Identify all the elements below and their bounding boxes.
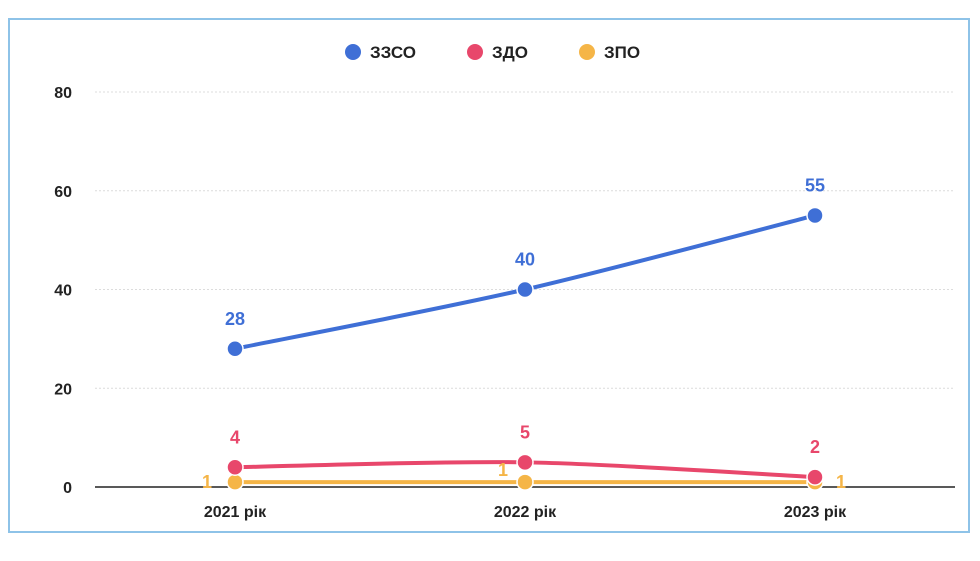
y-tick-label: 0 bbox=[63, 480, 72, 497]
x-tick-label: 2021 рік bbox=[204, 504, 267, 521]
x-tick-label: 2022 рік bbox=[494, 504, 557, 521]
y-tick-label: 60 bbox=[54, 184, 72, 201]
legend-label: ЗДО bbox=[492, 43, 528, 62]
chart-frame: 0 20 40 60 80 2021 рік 2022 рік 2023 рік 28 40 55… bbox=[8, 18, 970, 533]
data-label: 4 bbox=[230, 427, 240, 447]
data-point bbox=[516, 453, 534, 472]
data-label: 55 bbox=[805, 175, 825, 195]
grid-lines bbox=[95, 91, 955, 389]
data-point bbox=[806, 468, 824, 486]
data-point bbox=[806, 206, 824, 225]
data-point bbox=[226, 458, 244, 476]
data-label: 2 bbox=[810, 437, 820, 457]
y-tick-label: 40 bbox=[54, 283, 72, 300]
data-point bbox=[226, 473, 244, 491]
data-point bbox=[516, 473, 534, 491]
data-label: 1 bbox=[498, 460, 508, 480]
y-tick-label: 80 bbox=[54, 85, 72, 102]
data-label: 5 bbox=[520, 422, 530, 442]
series bbox=[226, 206, 824, 491]
data-label: 40 bbox=[515, 250, 535, 270]
data-point bbox=[226, 340, 244, 358]
legend-marker bbox=[467, 44, 483, 60]
legend-marker bbox=[345, 44, 361, 60]
legend-marker bbox=[579, 44, 595, 60]
data-point bbox=[516, 280, 534, 299]
legend-label: ЗПО bbox=[604, 43, 640, 62]
x-tick-label: 2023 рік bbox=[784, 504, 847, 521]
data-label: 28 bbox=[225, 309, 245, 329]
legend-label: ЗЗСО bbox=[370, 43, 416, 62]
data-label: 1 bbox=[836, 472, 846, 492]
data-label: 1 bbox=[202, 472, 212, 492]
y-tick-label: 20 bbox=[54, 381, 72, 398]
legend: ЗЗСО ЗДО ЗПО bbox=[345, 43, 640, 62]
